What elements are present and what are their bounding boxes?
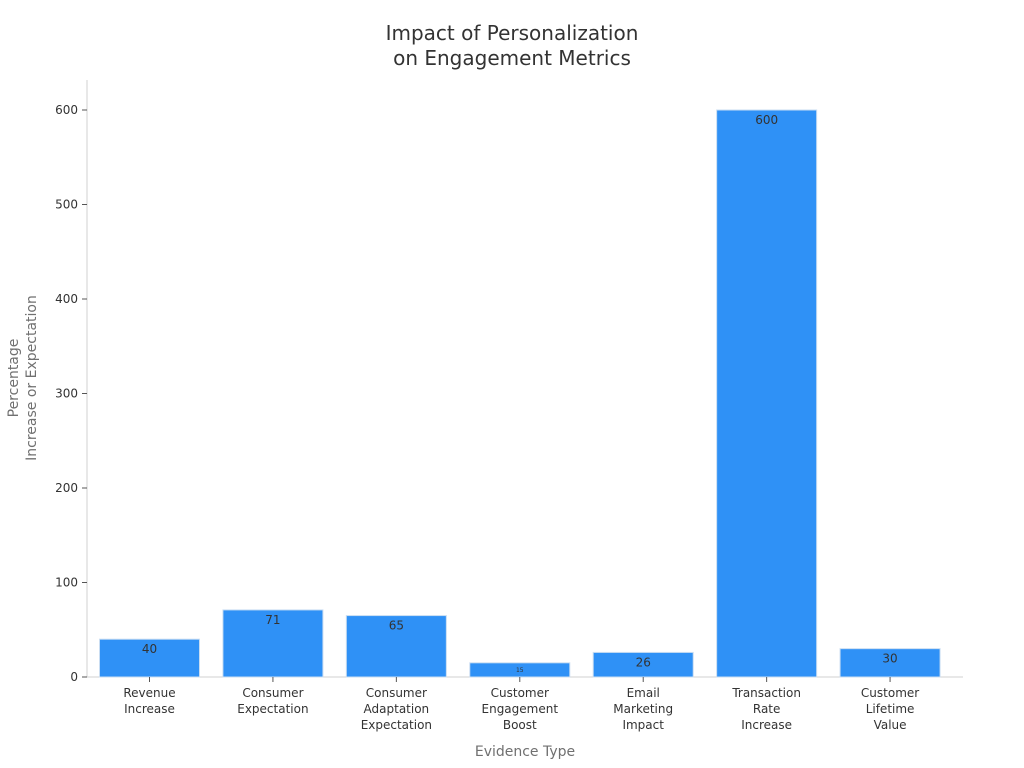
- bar: [716, 109, 818, 678]
- bar-data-label: 65: [389, 619, 404, 633]
- y-tick-label: 200: [55, 481, 78, 495]
- x-axis-ticks: Revenue Increase Consumer Expectation Consum…: [123, 677, 919, 732]
- x-tick-label: Transaction: [731, 686, 801, 700]
- x-tick-label: Increase: [741, 718, 792, 732]
- x-axis-title: Evidence Type: [475, 744, 575, 760]
- x-tick-label: Lifetime: [866, 702, 915, 716]
- bar-data-label: 40: [142, 642, 157, 656]
- bar-data-label: 600: [755, 113, 778, 127]
- bar-data-label: 30: [882, 652, 897, 666]
- y-tick-label: 500: [55, 198, 78, 212]
- x-tick-label: Revenue: [123, 686, 175, 700]
- bar-data-labels: 40 71 65 15 26 600 30: [142, 113, 898, 674]
- y-tick-label: 0: [70, 670, 78, 684]
- axes: [86, 80, 963, 678]
- y-axis-title-line: Percentage: [6, 339, 22, 418]
- x-tick-label: Marketing: [613, 702, 673, 716]
- x-tick-label: Consumer: [242, 686, 303, 700]
- y-axis-title: Percentage Increase or Expectation: [6, 295, 40, 461]
- x-tick-label: Impact: [622, 718, 664, 732]
- x-tick-label: Value: [874, 718, 907, 732]
- bar-data-label: 71: [265, 613, 280, 627]
- x-tick-label: Customer: [861, 686, 919, 700]
- x-tick-label: Customer: [491, 686, 549, 700]
- x-tick-label: Increase: [124, 702, 175, 716]
- y-axis-ticks: 0 100 200 300 400 500 600: [55, 103, 87, 684]
- bar: [99, 638, 200, 678]
- y-tick-label: 400: [55, 292, 78, 306]
- x-tick-label: Email: [627, 686, 660, 700]
- bars: [99, 109, 941, 678]
- x-tick-label: Adaptation: [364, 702, 430, 716]
- x-tick-label: Consumer: [366, 686, 427, 700]
- bar-data-label: 15: [516, 667, 524, 674]
- y-tick-label: 100: [55, 576, 78, 590]
- x-tick-label: Boost: [503, 718, 537, 732]
- bar-data-label: 26: [636, 655, 651, 669]
- x-tick-label: Rate: [753, 702, 781, 716]
- x-tick-label: Expectation: [237, 702, 308, 716]
- x-tick-label: Expectation: [361, 718, 432, 732]
- y-axis-title-line: Increase or Expectation: [24, 295, 40, 461]
- chart-title-line: on Engagement Metrics: [393, 46, 631, 70]
- chart-title-line: Impact of Personalization: [386, 21, 639, 45]
- x-tick-label: Engagement: [482, 702, 559, 716]
- y-tick-label: 300: [55, 387, 78, 401]
- bar: [592, 651, 694, 678]
- y-tick-label: 600: [55, 103, 78, 117]
